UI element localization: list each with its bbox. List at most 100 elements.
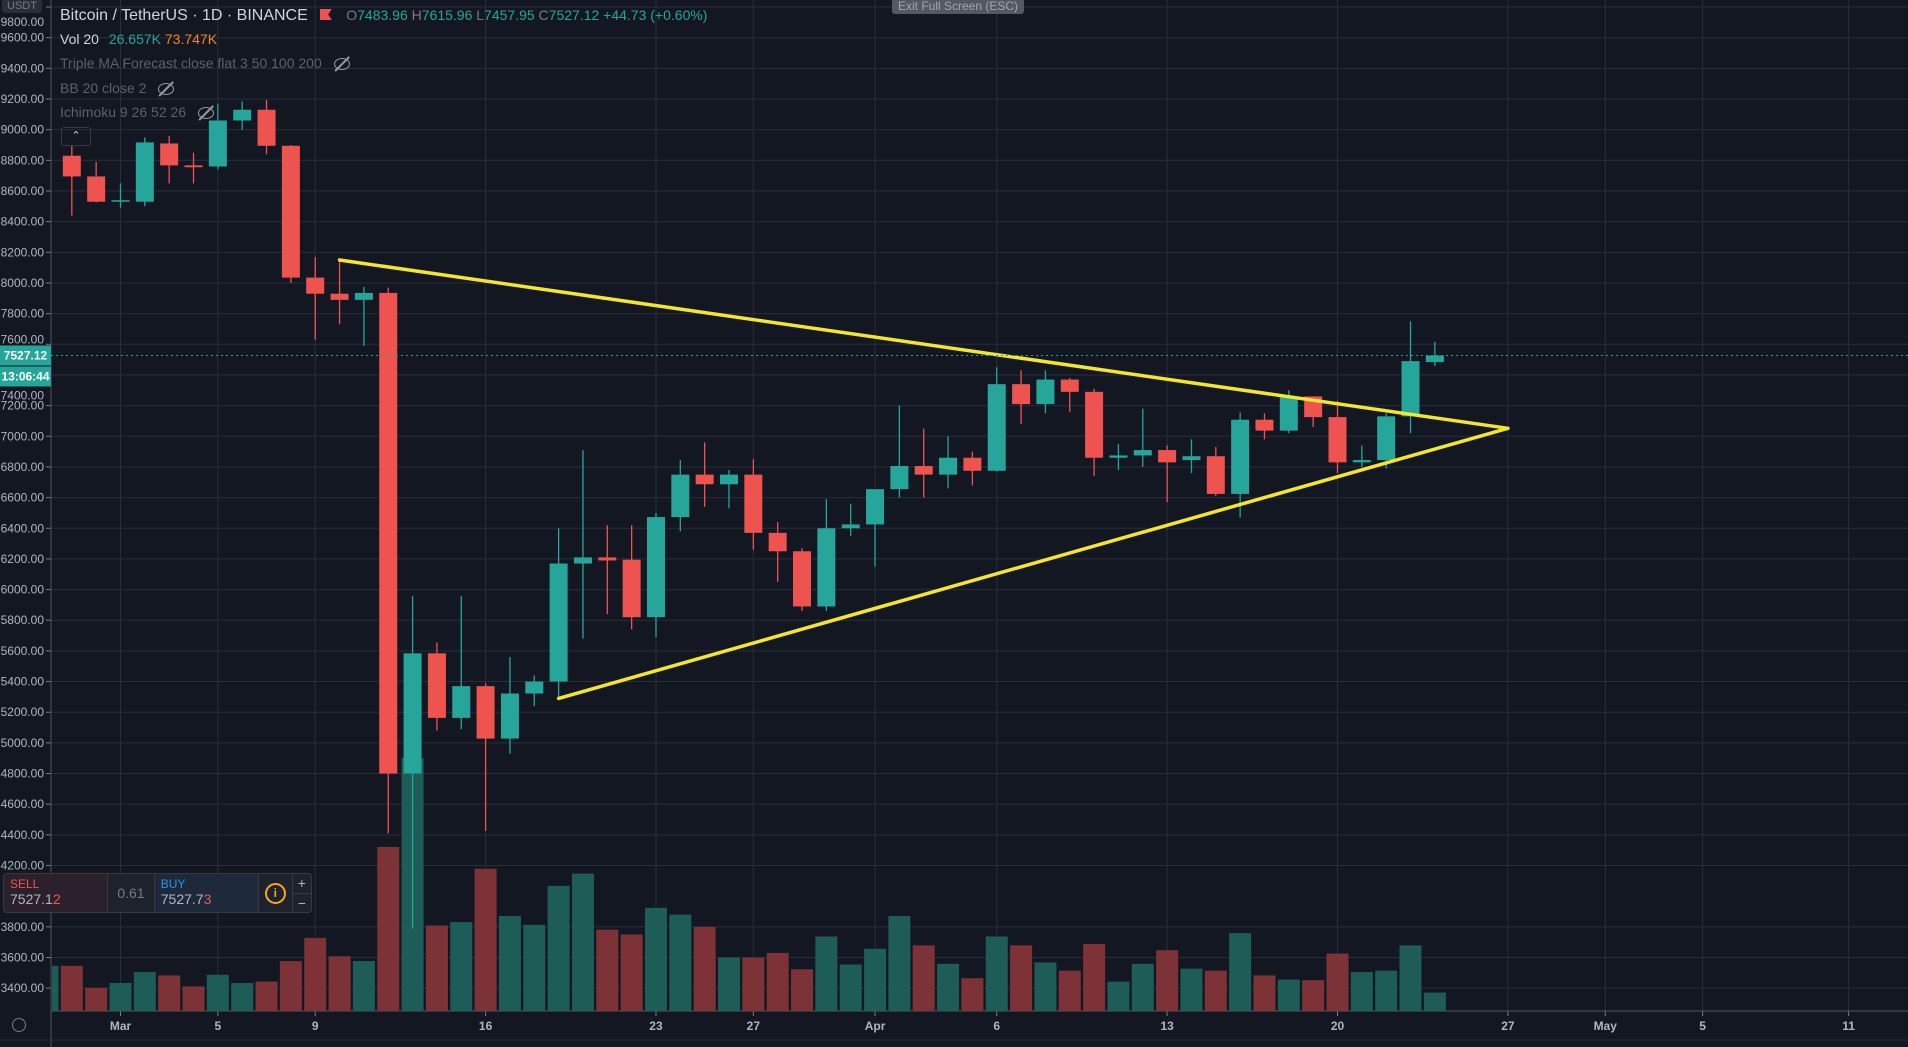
- volume-value: 26.657K: [108, 31, 161, 47]
- volume-bar: [693, 926, 716, 1011]
- hidden-eye-icon[interactable]: [333, 58, 350, 71]
- increase-quantity-button[interactable]: +: [297, 875, 306, 891]
- volume-bar: [1180, 968, 1203, 1011]
- candle: [573, 450, 592, 639]
- last-price-label: 7527.12: [4, 348, 48, 362]
- currency-label[interactable]: USDT: [2, 0, 42, 13]
- candle: [306, 256, 325, 340]
- trendline-lower: [556, 426, 1510, 701]
- candle-body: [87, 176, 106, 202]
- hidden-eye-icon[interactable]: [158, 83, 175, 96]
- volume-bar: [304, 937, 327, 1011]
- candle-body: [793, 551, 812, 607]
- volume-bar: [133, 972, 156, 1011]
- candle: [987, 367, 1006, 472]
- time-axis-label: 6: [993, 1019, 1000, 1033]
- candle-body: [1036, 379, 1055, 405]
- candle: [1158, 445, 1177, 503]
- candle-body: [1425, 355, 1444, 363]
- candle-body: [111, 200, 130, 202]
- candle: [330, 259, 349, 325]
- candle-body: [1377, 416, 1396, 461]
- volume-bar: [255, 981, 278, 1011]
- flag-icon[interactable]: [319, 9, 332, 20]
- last-price-badge: [0, 345, 51, 366]
- volume-bar: [815, 936, 838, 1011]
- triple-ma-legend[interactable]: Triple MA Forecast close flat 3 50 100 2…: [60, 55, 350, 71]
- price-axis-label: 6200.00: [1, 552, 45, 566]
- price-axis-label: 8000.00: [1, 276, 45, 290]
- volume-bar: [937, 963, 960, 1011]
- candle-body: [1328, 417, 1347, 463]
- candle: [549, 528, 568, 700]
- candle: [1060, 378, 1079, 412]
- settings-gear-icon[interactable]: [12, 1018, 26, 1032]
- candle-body: [1401, 361, 1420, 417]
- volume-bar: [1083, 943, 1106, 1011]
- candle: [939, 436, 958, 489]
- volume-legend[interactable]: Vol 20 26.657K 73.747K: [60, 31, 218, 47]
- candle-body: [1206, 456, 1225, 494]
- exit-fullscreen-tooltip: Exit Full Screen (ESC): [892, 0, 1025, 14]
- candle-body: [1109, 455, 1128, 458]
- candle: [720, 470, 738, 509]
- volume-bar: [109, 982, 132, 1011]
- symbol-title[interactable]: Bitcoin / TetherUS · 1D · BINANCE: [60, 7, 308, 24]
- volume-bar: [206, 974, 229, 1011]
- price-axis-label: 7400.00: [1, 388, 45, 402]
- sell-button[interactable]: SELL 7527.12: [4, 874, 109, 912]
- candle-body: [841, 524, 860, 529]
- spread-value: 0.61: [108, 874, 155, 912]
- candle: [622, 525, 641, 630]
- volume-bar: [1326, 953, 1349, 1011]
- candle: [500, 657, 519, 754]
- candle: [1231, 412, 1250, 518]
- candle-body: [476, 686, 495, 739]
- candle: [1206, 447, 1225, 497]
- volume-bar: [596, 929, 619, 1011]
- info-button[interactable]: i: [259, 874, 293, 912]
- buy-button[interactable]: BUY 7527.73: [154, 874, 259, 912]
- volume-bar: [182, 986, 205, 1011]
- candle-body: [427, 653, 446, 718]
- candle: [914, 428, 933, 498]
- candle-body: [354, 292, 373, 300]
- volume-bar: [1229, 933, 1252, 1011]
- price-axis-label: 8200.00: [1, 245, 45, 259]
- volume-bar: [644, 907, 667, 1011]
- trendline-upper: [337, 258, 1510, 431]
- candle-body: [939, 457, 958, 475]
- volume-bar: [352, 961, 375, 1011]
- volume-bar: [742, 957, 765, 1011]
- countdown-badge: [0, 366, 51, 387]
- collapse-legend-button[interactable]: ⌃: [61, 127, 91, 146]
- bb-legend[interactable]: BB 20 close 2: [60, 80, 175, 96]
- candle-body: [914, 466, 933, 475]
- candle-body: [525, 681, 544, 694]
- time-axis-label: 13: [1160, 1019, 1174, 1033]
- ichimoku-legend[interactable]: Ichimoku 9 26 52 26: [60, 104, 215, 120]
- volume-bar: [52, 965, 59, 1011]
- candle: [281, 145, 300, 283]
- candle-body: [866, 489, 885, 525]
- candle: [841, 503, 860, 536]
- candle-body: [62, 155, 81, 177]
- time-axis-label: 23: [649, 1019, 663, 1033]
- time-axis-label: 20: [1331, 1019, 1345, 1033]
- symbol-legend: Bitcoin / TetherUS · 1D · BINANCE O7483.…: [60, 7, 707, 25]
- hidden-eye-icon[interactable]: [198, 107, 215, 120]
- decrease-quantity-button[interactable]: −: [292, 892, 311, 913]
- candle-body: [720, 474, 738, 485]
- candle-body: [500, 693, 519, 739]
- price-axis-label: 9400.00: [1, 61, 45, 75]
- candle-body: [452, 686, 471, 718]
- price-axis-label: 8400.00: [1, 215, 45, 229]
- candle-body: [817, 528, 836, 607]
- candle: [1255, 413, 1274, 440]
- volume-bar: [328, 956, 351, 1011]
- info-icon: i: [264, 882, 286, 904]
- candle: [768, 522, 787, 582]
- candle: [379, 287, 398, 834]
